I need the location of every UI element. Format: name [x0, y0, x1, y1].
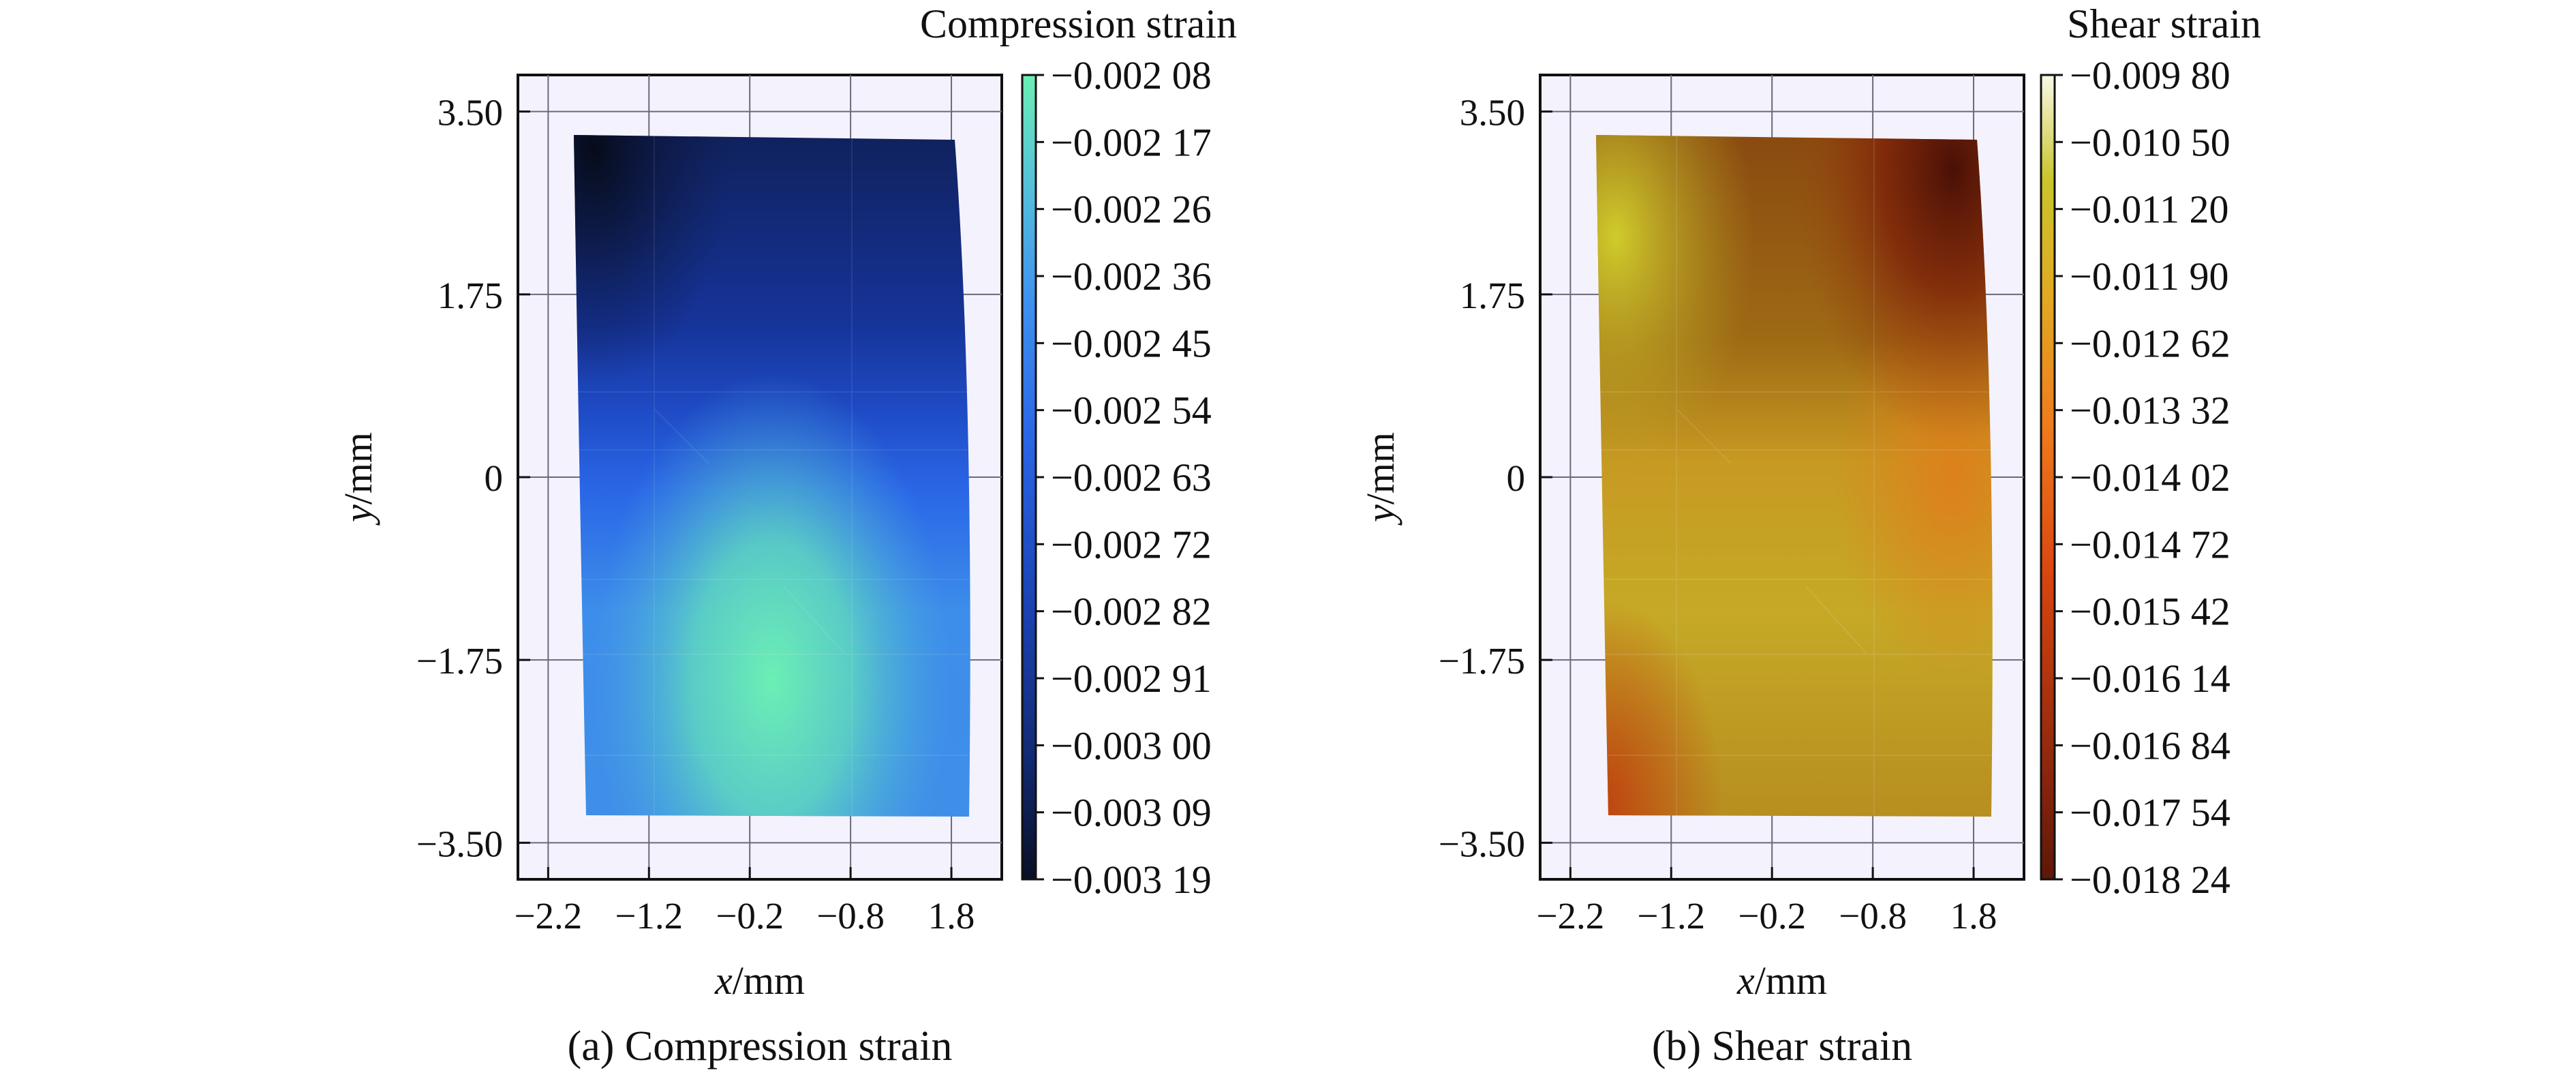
panel-shear-strain: −2.2 −1.2 −0.2 −0.8 1.8 3.501.750−1.75−3.50 … — [1358, 1, 2261, 1070]
colorbar-tick-label: −0.015 42 — [2070, 590, 2230, 634]
colorbar-tick-label: −0.002 17 — [1051, 120, 1212, 164]
x-tick-label: −1.2 — [615, 895, 683, 937]
colorbar-tick-label: −0.014 72 — [2070, 522, 2230, 566]
panel-caption: (b) Shear strain — [1652, 1023, 1912, 1070]
colorbar-tick-label: −0.003 19 — [1051, 858, 1212, 902]
colorbar-tick-label: −0.003 00 — [1051, 723, 1212, 768]
colorbar-tick-label: −0.009 80 — [2070, 53, 2230, 97]
x-tick-label: 1.8 — [928, 895, 975, 937]
colorbar-tick-label: −0.018 24 — [2070, 858, 2230, 902]
y-tick-label: 1.75 — [1460, 275, 1525, 316]
y-tick-label: −3.50 — [1439, 823, 1525, 864]
y-tick-label: 3.50 — [1460, 92, 1525, 134]
panel-caption: (a) Compression strain — [568, 1023, 953, 1070]
colorbar-tick-label: −0.012 62 — [2070, 321, 2230, 365]
colorbar-title: Compression strain — [920, 1, 1237, 46]
strain-field — [574, 135, 970, 817]
field-dark-corner — [574, 135, 970, 817]
panel-compression-strain: −2.2 −1.2 −0.2 −0.8 1.8 3.501.750−1.75−3.50 … — [336, 1, 1237, 1070]
x-tick-label: −0.2 — [716, 895, 784, 937]
y-axis-title: y/mm — [336, 432, 380, 526]
x-axis: −2.2 −1.2 −0.2 −0.8 1.8 — [1536, 867, 1997, 937]
colorbar-tick-label: −0.013 32 — [2070, 389, 2230, 433]
colorbar-tick-label: −0.002 36 — [1051, 254, 1212, 299]
x-tick-label: 1.8 — [1950, 895, 1997, 937]
colorbar-bar — [1021, 74, 1037, 881]
x-tick-label: −0.8 — [1839, 895, 1907, 937]
colorbar-tick-label: −0.002 54 — [1051, 389, 1212, 433]
colorbar: −0.009 80 −0.010 50 −0.011 20 −0.011 90 −0.0… — [2040, 53, 2230, 902]
field-dark-corner — [1596, 135, 1993, 817]
y-tick-label: 0 — [485, 457, 504, 499]
y-tick-label: −1.75 — [416, 640, 503, 682]
x-tick-label: −0.8 — [816, 895, 885, 937]
colorbar-tick-label: −0.003 09 — [1051, 791, 1212, 835]
x-tick-label: −2.2 — [514, 895, 582, 937]
colorbar-tick-label: −0.002 45 — [1051, 321, 1212, 365]
y-tick-label: −1.75 — [1439, 640, 1525, 682]
colorbar: −0.002 08 −0.002 17 −0.002 26 −0.002 36 −0.0… — [1021, 53, 1212, 902]
colorbar-tick-label: −0.016 14 — [2070, 656, 2230, 701]
colorbar-tick-label: −0.002 91 — [1051, 656, 1212, 701]
colorbar-tick-label: −0.002 08 — [1051, 53, 1212, 97]
colorbar-tick-label: −0.010 50 — [2070, 120, 2230, 164]
mesh-facets — [576, 136, 969, 815]
x-tick-label: −0.2 — [1738, 895, 1806, 937]
y-tick-label: 0 — [1507, 457, 1526, 499]
x-tick-label: −1.2 — [1637, 895, 1705, 937]
colorbar-tick-label: −0.002 63 — [1051, 455, 1212, 500]
y-tick-label: 1.75 — [438, 275, 503, 316]
colorbar-tick-label: −0.002 82 — [1051, 590, 1212, 634]
x-axis: −2.2 −1.2 −0.2 −0.8 1.8 — [514, 867, 975, 937]
colorbar-tick-label: −0.011 20 — [2070, 187, 2229, 232]
y-axis: 3.50 1.75 0 −1.75 −3.50 — [1439, 92, 1552, 864]
colorbar-tick-label: −0.017 54 — [2070, 791, 2230, 835]
x-tick-label: −2.2 — [1536, 895, 1604, 937]
mesh-facets — [1598, 136, 1991, 815]
y-tick-label: −3.50 — [416, 823, 503, 864]
y-axis: 3.50 1.75 0 −1.75 −3.50 — [416, 92, 530, 864]
colorbar-tick-label: −0.011 90 — [2070, 254, 2229, 299]
x-axis-title: x/mm — [1736, 958, 1827, 1003]
colorbar-tick-label: −0.002 72 — [1051, 522, 1212, 566]
x-axis-title: x/mm — [714, 958, 805, 1003]
colorbar-tick-label: −0.016 84 — [2070, 723, 2230, 768]
y-tick-label: 3.50 — [438, 92, 503, 134]
y-axis-title: y/mm — [1358, 432, 1402, 526]
strain-field — [1596, 135, 1993, 817]
colorbar-tick-label: −0.002 26 — [1051, 187, 1212, 232]
colorbar-title: Shear strain — [2067, 1, 2261, 46]
colorbar-tick-label: −0.014 02 — [2070, 455, 2230, 500]
colorbar-bar — [2040, 74, 2056, 881]
